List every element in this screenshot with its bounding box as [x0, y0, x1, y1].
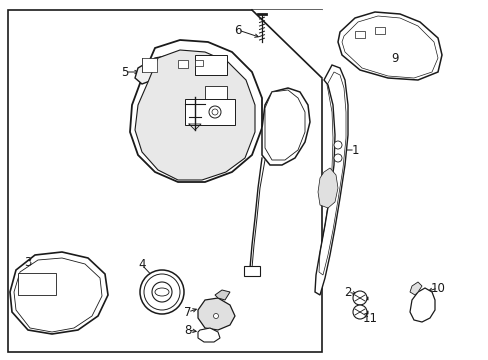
Polygon shape [264, 90, 305, 160]
Circle shape [140, 270, 183, 314]
Bar [354, 31, 364, 38]
Bar [374, 27, 384, 34]
Bar [195, 60, 203, 66]
Polygon shape [10, 252, 108, 334]
Circle shape [213, 314, 218, 319]
Bar [244, 266, 260, 276]
Polygon shape [262, 88, 309, 165]
Bar [204, 86, 226, 102]
Polygon shape [198, 328, 220, 342]
Circle shape [352, 305, 366, 319]
Text: 6: 6 [234, 23, 241, 36]
Polygon shape [251, 10, 321, 78]
Bar [184, 99, 235, 125]
Text: 4: 4 [138, 258, 145, 271]
Circle shape [152, 282, 172, 302]
Ellipse shape [155, 288, 169, 296]
Text: 11: 11 [362, 311, 377, 324]
Circle shape [333, 141, 341, 149]
Text: 7: 7 [184, 306, 191, 319]
Polygon shape [198, 298, 235, 330]
Text: 9: 9 [390, 51, 398, 64]
Polygon shape [135, 50, 254, 180]
Polygon shape [130, 40, 262, 182]
Circle shape [352, 291, 366, 305]
Bar [142, 58, 157, 72]
Polygon shape [337, 12, 441, 80]
Text: 5: 5 [121, 66, 128, 78]
Polygon shape [317, 168, 337, 208]
Bar [8, 10, 321, 352]
Circle shape [208, 106, 221, 118]
Circle shape [333, 154, 341, 162]
Text: 2: 2 [344, 285, 351, 298]
Circle shape [212, 109, 218, 115]
Text: 10: 10 [429, 282, 445, 294]
Bar [178, 60, 187, 68]
Polygon shape [409, 288, 434, 322]
Bar [18, 273, 56, 295]
Polygon shape [314, 65, 347, 295]
Text: 8: 8 [184, 324, 191, 337]
Polygon shape [215, 290, 229, 300]
Polygon shape [409, 282, 421, 295]
Polygon shape [135, 54, 231, 88]
Bar [195, 55, 226, 75]
Text: 1: 1 [350, 144, 358, 157]
Circle shape [143, 274, 180, 310]
Text: 3: 3 [24, 256, 32, 269]
